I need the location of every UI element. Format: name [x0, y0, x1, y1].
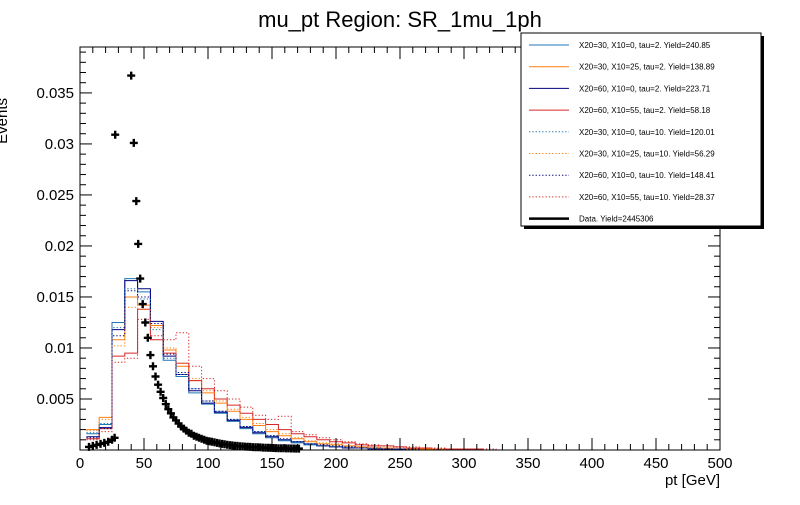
legend-label-3: X20=60, X10=55, tau=2. Yield=58.18 — [579, 106, 711, 115]
legend-label-0: X20=30, X10=0, tau=2. Yield=240.85 — [579, 41, 711, 50]
data-point-8 — [111, 130, 120, 139]
data-point-13 — [136, 274, 145, 283]
chart-title: mu_pt Region: SR_1mu_1ph — [258, 7, 542, 32]
legend-label-4: X20=30, X10=0, tau=10. Yield=120.01 — [579, 128, 715, 137]
y-axis-label: Events — [0, 98, 11, 144]
x-axis-label: pt [GeV] — [665, 472, 720, 489]
x-tick-label: 50 — [136, 455, 153, 472]
data-point-20 — [154, 380, 163, 389]
y-tick-label: 0.005 — [36, 391, 74, 408]
legend-label-8: Data. Yield=2445306 — [579, 215, 654, 224]
legend-label-7: X20=60, X10=55, tau=10. Yield=28.37 — [579, 193, 715, 202]
data-point-15 — [141, 318, 150, 327]
y-tick-label: 0.01 — [45, 340, 74, 357]
x-tick-label: 200 — [323, 455, 348, 472]
x-tick-label: 400 — [579, 455, 604, 472]
data-point-12 — [134, 239, 143, 248]
data-point-16 — [143, 333, 152, 342]
x-tick-label: 150 — [259, 455, 284, 472]
data-point-11 — [132, 197, 141, 206]
data-point-25 — [166, 409, 175, 418]
data-point-14 — [138, 300, 147, 309]
data-point-23 — [161, 400, 170, 409]
x-tick-label: 350 — [515, 455, 540, 472]
y-tick-label: 0.025 — [36, 187, 74, 204]
y-tick-label: 0.02 — [45, 238, 74, 255]
x-tick-label: 0 — [76, 455, 84, 472]
data-point-17 — [146, 351, 155, 360]
legend-label-5: X20=30, X10=25, tau=10. Yield=56.29 — [579, 150, 715, 159]
x-tick-label: 250 — [387, 455, 412, 472]
legend-label-2: X20=60, X10=0, tau=2. Yield=223.71 — [579, 84, 711, 93]
legend-label-1: X20=30, X10=25, tau=2. Yield=138.89 — [579, 63, 715, 72]
y-tick-label: 0.035 — [36, 85, 74, 102]
x-tick-label: 450 — [643, 455, 668, 472]
data-point-18 — [149, 362, 157, 371]
x-tick-label: 500 — [707, 455, 732, 472]
data-point-19 — [151, 372, 160, 381]
data-point-9 — [127, 71, 136, 80]
data-point-10 — [129, 138, 138, 147]
data-point-22 — [159, 394, 168, 402]
data-point-24 — [164, 405, 173, 414]
series-line-5 — [86, 306, 714, 451]
x-tick-label: 300 — [451, 455, 476, 472]
legend-box — [520, 32, 762, 227]
legend-label-6: X20=60, X10=0, tau=10. Yield=148.41 — [579, 171, 715, 180]
data-point-21 — [156, 387, 165, 396]
data-point-7 — [110, 433, 119, 442]
x-tick-label: 100 — [195, 455, 220, 472]
data-point-75 — [294, 444, 303, 453]
y-tick-label: 0.015 — [36, 289, 74, 306]
y-tick-label: 0.03 — [45, 136, 74, 153]
